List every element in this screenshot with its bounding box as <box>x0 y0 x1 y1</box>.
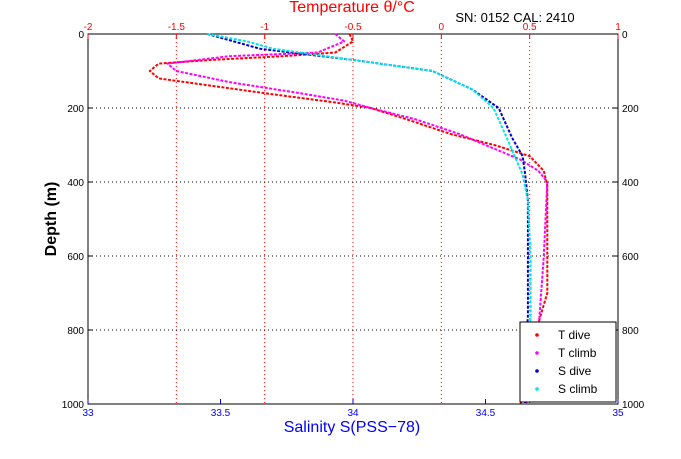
series-s-climb-line <box>207 33 532 405</box>
depth-tick-label-right: 400 <box>622 178 639 189</box>
series-t-dive-line <box>148 33 549 405</box>
legend-label: S dive <box>558 364 592 378</box>
x-axis-label: Salinity S(PSS−78) <box>284 419 421 436</box>
serial-annotation: SN: 0152 CAL: 2410 <box>455 10 574 25</box>
temperature-tick-label: 1 <box>615 22 621 33</box>
axes-group: -2 -1.5 -1 -0.5 0 0.5 1 33 33.5 34 34.5 35 0 0 200 200 4… <box>62 22 645 419</box>
temperature-tick-label: 0 <box>439 22 445 33</box>
salinity-tick-label: 34 <box>347 408 359 419</box>
salinity-tick-label: 33.5 <box>211 408 231 419</box>
legend: T dive T climb S dive S climb <box>519 321 617 403</box>
depth-tick-label: 400 <box>67 178 84 189</box>
temperature-tick-label: -0.5 <box>344 22 362 33</box>
depth-tick-label: 0 <box>78 30 84 41</box>
series-s-dive-line <box>207 33 529 404</box>
temperature-tick-label: -2 <box>84 22 93 33</box>
chart-title: Temperature θ/°C <box>289 0 415 16</box>
legend-marker <box>535 333 539 337</box>
depth-tick-label-right: 800 <box>622 326 639 337</box>
depth-tick-label: 200 <box>67 104 84 115</box>
temperature-tick-label: 0.5 <box>523 22 537 33</box>
salinity-tick-label: 33 <box>82 408 94 419</box>
legend-marker <box>535 369 539 373</box>
legend-items: T dive T climb S dive S climb <box>535 328 598 396</box>
grid <box>88 34 618 404</box>
legend-marker <box>535 351 539 355</box>
depth-tick-label-right: 0 <box>622 30 628 41</box>
temperature-tick-label: -1 <box>260 22 269 33</box>
y-axis-label: Depth (m) <box>43 182 60 257</box>
depth-tick-label-right: 200 <box>622 104 639 115</box>
salinity-tick-label: 35 <box>612 408 624 419</box>
series-group <box>148 33 549 405</box>
depth-tick-label-right: 1000 <box>622 400 645 411</box>
depth-tick-label: 800 <box>67 326 84 337</box>
legend-marker <box>535 387 539 391</box>
legend-label: S climb <box>558 382 598 396</box>
legend-label: T climb <box>558 346 597 360</box>
temperature-tick-label: -1.5 <box>168 22 186 33</box>
depth-tick-label-right: 600 <box>622 252 639 263</box>
depth-tick-label: 600 <box>67 252 84 263</box>
series-t-climb-line <box>166 33 549 405</box>
salinity-tick-label: 34.5 <box>476 408 496 419</box>
depth-tick-label: 1000 <box>62 400 85 411</box>
legend-label: T dive <box>558 328 591 342</box>
